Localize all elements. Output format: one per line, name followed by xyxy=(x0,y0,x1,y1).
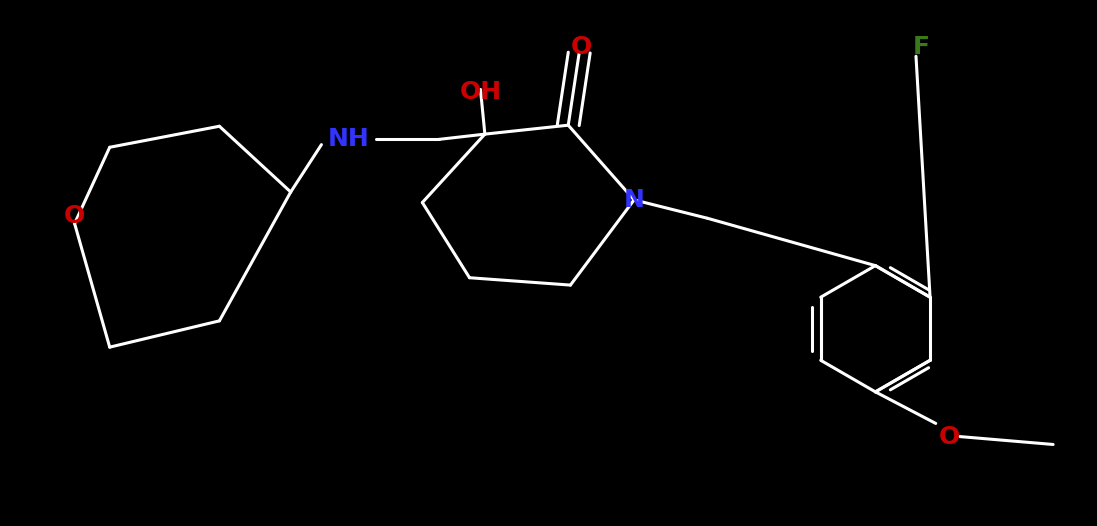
Text: O: O xyxy=(570,35,592,59)
Text: OH: OH xyxy=(460,80,501,104)
Text: O: O xyxy=(64,204,86,228)
Text: F: F xyxy=(913,35,930,59)
Text: O: O xyxy=(938,424,960,449)
Text: NH: NH xyxy=(328,127,370,151)
Text: N: N xyxy=(623,188,645,212)
